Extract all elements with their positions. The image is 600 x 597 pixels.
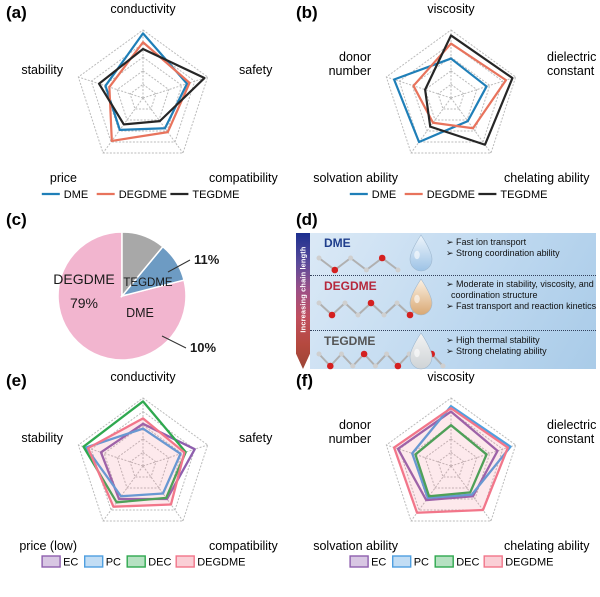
svg-text:DME: DME (126, 306, 154, 320)
svg-text:dielectric: dielectric (547, 50, 596, 64)
svg-text:solvation ability: solvation ability (313, 171, 399, 185)
svg-text:chelating ability: chelating ability (504, 171, 590, 185)
svg-text:constant: constant (547, 432, 595, 446)
svg-text:PC: PC (106, 557, 121, 569)
svg-text:TEGDME: TEGDME (192, 189, 239, 200)
svg-text:stability: stability (21, 431, 63, 445)
svg-text:constant: constant (547, 64, 595, 78)
svg-text:TEGDME: TEGDME (123, 277, 173, 289)
svg-text:number: number (329, 64, 371, 78)
svg-text:DEGDME: DEGDME (53, 271, 114, 287)
svg-text:donor: donor (339, 50, 371, 64)
svg-text:DEC: DEC (148, 557, 171, 569)
svg-text:79%: 79% (70, 295, 98, 311)
svg-text:dielectric: dielectric (547, 418, 596, 432)
svg-text:safety: safety (239, 431, 273, 445)
svg-text:DEGDME: DEGDME (505, 557, 553, 569)
svg-text:solvation ability: solvation ability (313, 539, 399, 553)
svg-text:price: price (50, 171, 77, 185)
svg-text:DME: DME (372, 189, 396, 200)
svg-text:compatibility: compatibility (209, 171, 279, 185)
svg-text:EC: EC (371, 557, 386, 569)
svg-text:chelating ability: chelating ability (504, 539, 590, 553)
svg-text:11%: 11% (194, 252, 220, 267)
svg-text:number: number (329, 432, 371, 446)
svg-text:EC: EC (63, 557, 78, 569)
svg-text:DEGDME: DEGDME (119, 189, 167, 200)
svg-text:donor: donor (339, 418, 371, 432)
svg-text:TEGDME: TEGDME (500, 189, 547, 200)
svg-text:DME: DME (64, 189, 88, 200)
svg-text:10%: 10% (190, 340, 216, 355)
svg-text:DEC: DEC (456, 557, 479, 569)
svg-text:viscosity: viscosity (427, 2, 475, 16)
svg-text:conductivity: conductivity (110, 370, 176, 384)
svg-text:DEGDME: DEGDME (427, 189, 475, 200)
svg-text:conductivity: conductivity (110, 2, 176, 16)
svg-text:safety: safety (239, 63, 273, 77)
svg-text:compatibility: compatibility (209, 539, 279, 553)
svg-text:DEGDME: DEGDME (197, 557, 245, 569)
svg-text:stability: stability (21, 63, 63, 77)
svg-text:PC: PC (414, 557, 429, 569)
svg-text:price (low): price (low) (19, 539, 77, 553)
svg-text:viscosity: viscosity (427, 370, 475, 384)
